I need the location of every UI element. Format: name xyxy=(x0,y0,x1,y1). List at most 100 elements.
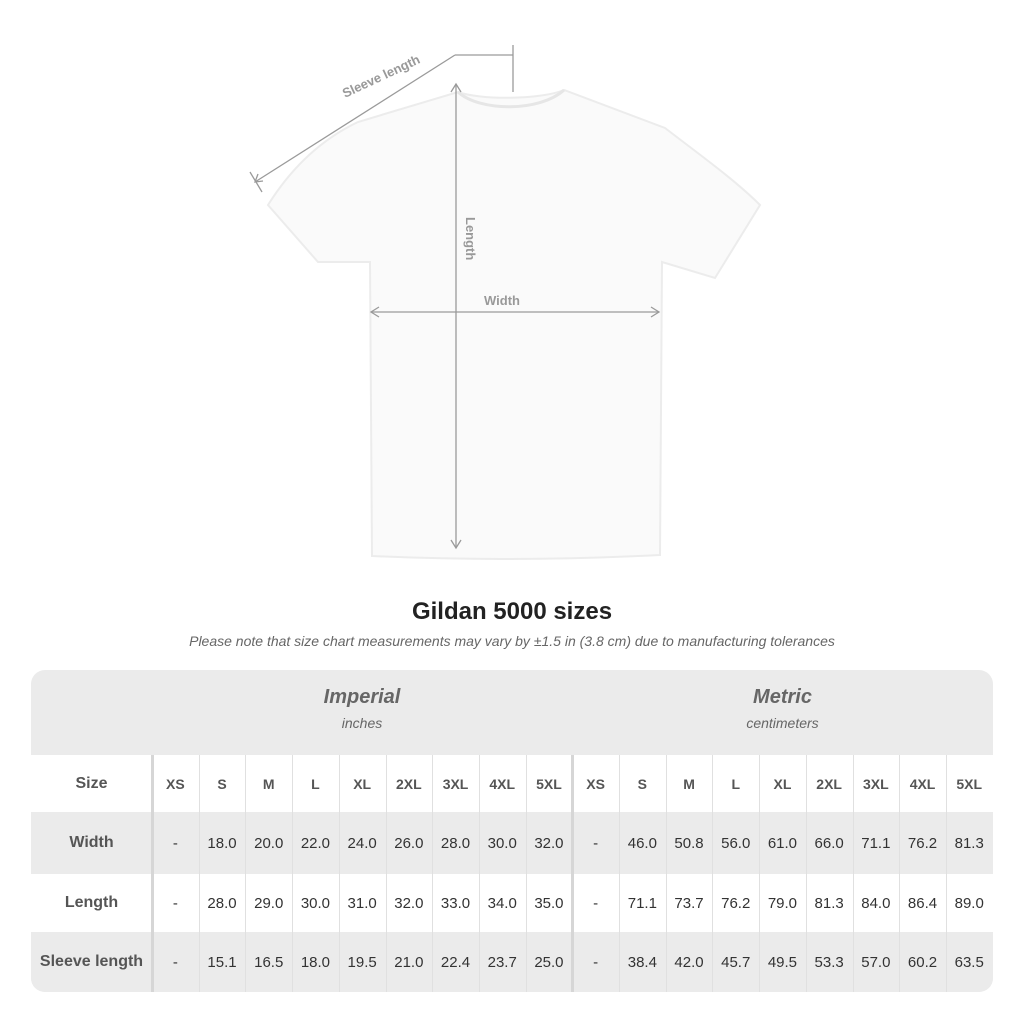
column-divider xyxy=(292,755,294,992)
value-cell: - xyxy=(593,834,599,852)
row-label: Length xyxy=(64,894,119,911)
size-label: Size xyxy=(75,774,108,792)
value-cell: - xyxy=(593,894,599,912)
column-divider xyxy=(151,755,154,992)
column-divider xyxy=(759,755,761,992)
sleeve-measure-line xyxy=(254,54,456,183)
value-cell: 32.0 xyxy=(394,894,424,912)
value-cell: 16.5 xyxy=(254,953,284,971)
arrowhead-icon xyxy=(254,173,264,183)
value-cell: 30.0 xyxy=(487,834,517,852)
metric-unit: centimeters xyxy=(746,715,819,731)
value-cell: 18.0 xyxy=(300,953,331,971)
size-header-cell: 3XL xyxy=(863,775,889,792)
size-header-cell: XL xyxy=(353,775,372,792)
size-header-cell: M xyxy=(683,775,695,792)
value-cell: 49.5 xyxy=(767,953,798,971)
metric-header: Metric centimeters xyxy=(572,686,993,731)
table-row: Sleeve length - 15.1 16.5 18.0 19.5 21.0 22.4 23… xyxy=(31,932,993,992)
value-cell: 50.8 xyxy=(674,834,704,852)
value-cell: 46.0 xyxy=(627,834,657,852)
size-header-cell: 2XL xyxy=(816,775,842,792)
value-cell: 56.0 xyxy=(721,834,751,852)
value-cell: 29.0 xyxy=(254,894,284,912)
value-cell: 28.0 xyxy=(440,834,471,852)
column-divider xyxy=(525,755,527,992)
value-cell: 35.0 xyxy=(534,894,564,912)
column-divider xyxy=(478,755,480,992)
value-cell: 22.4 xyxy=(440,953,471,971)
imperial-title: Imperial xyxy=(323,686,401,708)
arrowhead-icon xyxy=(450,539,462,550)
value-cell: 21.0 xyxy=(394,953,424,971)
arrowhead-icon xyxy=(650,306,661,318)
column-divider xyxy=(245,755,247,992)
value-cell: - xyxy=(593,953,599,971)
column-divider xyxy=(432,755,434,992)
table-row: Width - 18.0 20.0 22.0 24.0 26.0 28.0 30.0 32.0 - 4… xyxy=(31,812,993,874)
value-cell: 26.0 xyxy=(394,834,424,852)
value-cell: 63.5 xyxy=(954,953,984,971)
size-header-cell: XL xyxy=(773,775,792,792)
column-divider xyxy=(805,755,807,992)
value-cell: 76.2 xyxy=(721,894,751,912)
arrowhead-icon xyxy=(450,82,462,93)
arrowhead-icon xyxy=(369,306,380,318)
column-divider xyxy=(619,755,620,992)
value-cell: 84.0 xyxy=(861,894,891,912)
collar xyxy=(456,88,566,109)
value-cell: 76.2 xyxy=(907,834,938,852)
value-cell: 71.1 xyxy=(861,834,891,852)
column-divider xyxy=(665,755,667,992)
size-header-cell: XS xyxy=(166,775,185,792)
page-title: Gildan 5000 sizes xyxy=(411,598,613,625)
value-cell: 28.0 xyxy=(207,894,237,912)
size-header-cell: S xyxy=(217,775,227,792)
value-cell: - xyxy=(172,834,178,852)
row-label: Width xyxy=(69,834,114,851)
tshirt-diagram: Sleeve length Length Width xyxy=(249,45,762,560)
length-label: Length xyxy=(463,217,478,260)
column-divider xyxy=(712,755,714,992)
metric-title: Metric xyxy=(753,686,812,708)
column-divider xyxy=(385,755,387,992)
value-cell: 23.7 xyxy=(487,953,517,971)
size-header-cell: 4XL xyxy=(909,775,936,792)
tshirt-shape xyxy=(266,88,762,560)
value-cell: 19.5 xyxy=(347,953,377,971)
value-cell: 18.0 xyxy=(207,834,237,852)
value-cell: 33.0 xyxy=(440,894,471,912)
value-cell: 66.0 xyxy=(814,834,844,852)
value-cell: 38.4 xyxy=(627,953,657,971)
column-divider xyxy=(571,755,575,992)
size-header-cell: S xyxy=(637,775,648,792)
column-divider xyxy=(198,755,200,992)
value-cell: 71.1 xyxy=(627,894,657,912)
value-cell: 57.0 xyxy=(861,953,891,971)
size-header-cell: 5XL xyxy=(956,775,983,792)
size-header-cell: 4XL xyxy=(489,775,516,792)
value-cell: - xyxy=(172,894,178,912)
value-cell: 31.0 xyxy=(347,894,377,912)
value-cell: 20.0 xyxy=(254,834,284,852)
sleeve-length-label: Sleeve length xyxy=(340,52,422,101)
size-header-cell: M xyxy=(262,775,275,792)
value-cell: 45.7 xyxy=(721,953,751,971)
tolerance-note: Please note that size chart measurements… xyxy=(189,633,835,649)
imperial-header: Imperial inches xyxy=(152,686,572,731)
value-cell: 73.7 xyxy=(674,894,704,912)
value-cell: 25.0 xyxy=(534,953,564,971)
size-header-cell: 5XL xyxy=(536,775,562,792)
width-label: Width xyxy=(484,293,520,308)
column-divider xyxy=(338,755,340,992)
value-cell: 86.4 xyxy=(907,894,938,912)
column-divider xyxy=(852,755,854,992)
value-cell: 81.3 xyxy=(814,894,844,912)
value-cell: 24.0 xyxy=(347,834,377,852)
value-cell: 61.0 xyxy=(767,834,798,852)
table-row: Length - 28.0 29.0 30.0 31.0 32.0 33.0 34.0 35.0 -… xyxy=(31,874,993,932)
value-cell: 34.0 xyxy=(487,894,517,912)
column-divider xyxy=(945,755,947,992)
imperial-unit: inches xyxy=(341,715,383,731)
value-cell: 22.0 xyxy=(300,834,331,852)
